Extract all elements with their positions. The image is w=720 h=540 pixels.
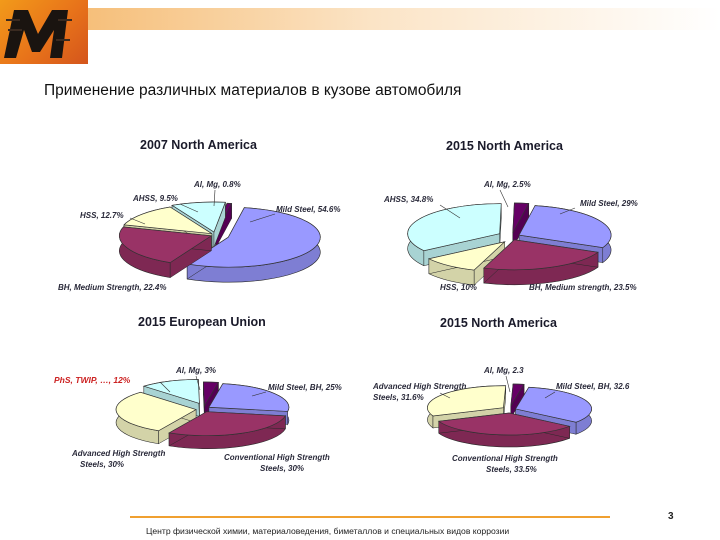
pie-4-slice-2 bbox=[437, 412, 571, 448]
pie-1-slice-2-top bbox=[119, 226, 213, 263]
pie-3-slice-3 bbox=[115, 391, 197, 445]
logo-m-icon bbox=[4, 10, 72, 58]
pie-1-slice-1 bbox=[186, 207, 321, 283]
leader-line-12 bbox=[439, 392, 451, 399]
header-band bbox=[88, 8, 720, 30]
leader-line-7 bbox=[559, 207, 576, 215]
pie-2-slice-3-top bbox=[427, 241, 506, 271]
chart-4-label-ahss: Advanced High Strength Steels, 31.6% bbox=[372, 382, 466, 402]
chart-3-label-ahss: Advanced High Strength Steels, 30% bbox=[71, 449, 165, 469]
pie-1-slice-4-top bbox=[171, 201, 226, 233]
pie-3-slice-5-top bbox=[202, 381, 219, 408]
pie-3-slice-1-top bbox=[208, 383, 290, 412]
chart-4-title: 2015 North America bbox=[440, 316, 558, 330]
chart-2-label-bh: BH, Medium strength, 23.5% bbox=[529, 283, 637, 292]
pie-1-slice-1-top bbox=[186, 207, 321, 268]
chart-1-label-almg: Al, Mg, 0.8% bbox=[193, 180, 241, 189]
chart-3-label-ahss-text-line2: Steels, 30% bbox=[80, 460, 124, 469]
leader-line-6 bbox=[439, 204, 461, 219]
pie-4-slice-4-top bbox=[510, 383, 525, 407]
chart-1-label-hss: HSS, 12.7% bbox=[80, 211, 124, 220]
leader-line-11 bbox=[505, 375, 511, 393]
leader-line-1 bbox=[213, 189, 216, 207]
pie-2-slice-4-top bbox=[407, 203, 502, 252]
chart-3-title: 2015 European Union bbox=[138, 315, 266, 329]
chart-4-label-chss-text-line2: Steels, 33.5% bbox=[486, 465, 537, 474]
chart-2-title: 2015 North America bbox=[446, 139, 564, 153]
pie-3-slice-3-top bbox=[115, 391, 197, 432]
chart-1-label-ahss: AHSS, 9.5% bbox=[132, 194, 178, 203]
chart-2-label-hss: HSS, 10% bbox=[440, 283, 477, 292]
leader-line-5 bbox=[499, 189, 509, 208]
chart-4-label-chss-text: Conventional High Strength bbox=[452, 454, 558, 463]
pie-4-slice-2-top bbox=[437, 412, 571, 436]
chart-3-label-chss-text-line2: Steels, 30% bbox=[260, 464, 304, 473]
chart-4-label-mild: Mild Steel, BH, 32.6 bbox=[556, 382, 630, 391]
chart-1-label-bh: BH, Medium Strength, 22.4% bbox=[58, 283, 166, 292]
pie-3-slice-2 bbox=[168, 411, 287, 449]
chart-2-label-almg: Al, Mg, 2.5% bbox=[483, 180, 531, 189]
leader-line-4 bbox=[249, 213, 276, 223]
pie-2-slice-5-top bbox=[512, 202, 530, 234]
chart-2-label-mild: Mild Steel, 29% bbox=[580, 199, 638, 208]
logo bbox=[0, 0, 88, 64]
chart-4-label-chss: Conventional High Strength Steels, 33.5% bbox=[452, 454, 558, 474]
leader-line-10 bbox=[251, 391, 267, 397]
pie-1-slice-3-top bbox=[123, 206, 213, 235]
pie-2-slice-2 bbox=[483, 239, 599, 286]
leader-line-8 bbox=[195, 375, 201, 391]
slide-title: Применение различных материалов в кузове… bbox=[44, 82, 462, 99]
chart-3-label-chss: Conventional High Strength Steels, 30% bbox=[224, 453, 330, 473]
pie-3-slice-2-top bbox=[168, 411, 287, 437]
pie-2-slice-2-top bbox=[483, 239, 599, 271]
pie-4-slice-1-top bbox=[515, 386, 592, 423]
chart-3-label-phs: PhS, TWIP, …, 12% bbox=[54, 375, 131, 385]
chart-3-label-chss-text: Conventional High Strength bbox=[224, 453, 330, 462]
pie-4-slice-3-top bbox=[427, 385, 507, 417]
footer-text: Центр физической химии, материаловедения… bbox=[146, 526, 510, 536]
leader-line-3 bbox=[129, 217, 146, 225]
pie-2-slice-3 bbox=[427, 241, 506, 286]
pie-4-slice-1 bbox=[515, 386, 592, 435]
pie-2-slice-5 bbox=[512, 202, 530, 249]
leader-line-2 bbox=[179, 203, 199, 213]
chart-2-label-ahss: AHSS, 34.8% bbox=[383, 195, 433, 204]
page-number: 3 bbox=[668, 511, 674, 522]
chart-1-title: 2007 North America bbox=[140, 138, 258, 152]
chart-3-label-ahss-text: Advanced High Strength bbox=[71, 449, 165, 458]
chart-3-label-mild: Mild Steel, BH, 25% bbox=[268, 383, 342, 392]
chart-4-label-almg: Al, Mg, 2.3 bbox=[483, 366, 524, 375]
pie-2-slice-1-top bbox=[518, 205, 612, 249]
leader-line-9 bbox=[159, 381, 171, 393]
leader-line-13 bbox=[544, 391, 556, 399]
chart-4-label-ahss-text: Advanced High Strength bbox=[372, 382, 466, 391]
chart-3-label-almg: Al, Mg, 3% bbox=[175, 366, 216, 375]
pie-1-slice-2 bbox=[119, 226, 213, 279]
footer-divider bbox=[130, 516, 610, 518]
chart-1-label-mild: Mild Steel, 54.6% bbox=[276, 205, 340, 214]
chart-4-label-ahss-text-line2: Steels, 31.6% bbox=[373, 393, 424, 402]
